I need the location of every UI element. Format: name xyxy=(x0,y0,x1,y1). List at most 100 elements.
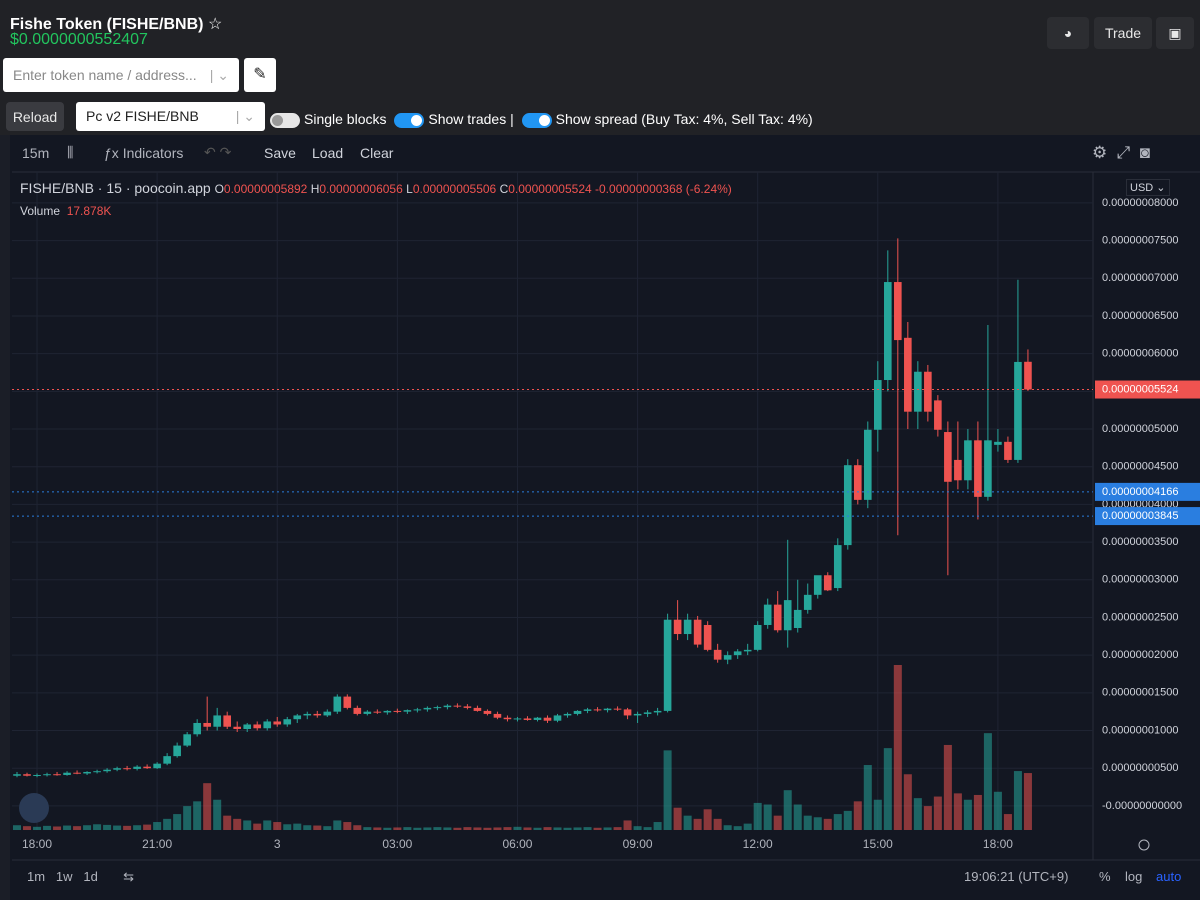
legend-value: 0.00000006056 xyxy=(319,182,403,196)
x-tick-label: 03:00 xyxy=(382,837,412,851)
percent-button[interactable]: % xyxy=(1099,869,1111,884)
candle-body xyxy=(954,459,962,481)
volume-bar xyxy=(853,801,862,830)
toggle[interactable] xyxy=(521,112,552,128)
candle-body xyxy=(313,713,322,716)
footer-ranges: 1m 1w 1d ⇆ xyxy=(27,869,134,885)
trade-button[interactable]: Trade xyxy=(1094,17,1152,49)
auto-button[interactable]: auto xyxy=(1156,869,1182,884)
volume-bar xyxy=(353,825,362,830)
interval: 15 xyxy=(106,180,122,196)
candle-type[interactable]: ⫼ xyxy=(67,144,74,160)
legend-value: 0.00000005506 xyxy=(412,182,497,196)
legend-key: O xyxy=(214,182,224,196)
volume-bar xyxy=(813,817,822,830)
candle-body xyxy=(853,465,862,500)
toggle[interactable] xyxy=(270,112,300,128)
toolbar-icons[interactable]: ⚙ ⤢ ◙ xyxy=(1092,143,1151,162)
undo-redo[interactable]: ↶ ↷ xyxy=(204,144,232,160)
candle-body xyxy=(873,380,882,430)
volume-bar xyxy=(243,820,252,830)
candle-body xyxy=(733,651,742,656)
candle-body xyxy=(293,715,302,720)
range-button[interactable]: 1d xyxy=(83,869,98,884)
load-button[interactable]: Load xyxy=(312,145,344,161)
indicators-button[interactable]: ƒx Indicators xyxy=(104,145,183,161)
volume-bar xyxy=(833,814,842,830)
volume-bar xyxy=(613,827,622,830)
candle-body xyxy=(583,709,592,711)
candle-body xyxy=(944,432,952,482)
currency: USD xyxy=(1130,182,1154,194)
volume-bar xyxy=(603,827,612,830)
candle-body xyxy=(984,440,992,497)
wallet-icon[interactable]: ▣ xyxy=(1156,17,1194,49)
pair: Pc v2 FISHE/BNB xyxy=(86,108,199,124)
candle-body xyxy=(703,624,712,650)
save-button[interactable]: Save xyxy=(264,145,296,161)
candle-body xyxy=(904,337,912,412)
chart-bg xyxy=(0,135,1200,900)
goto-icon[interactable]: ⇆ xyxy=(123,869,135,884)
y-tick-label: 0.00000002000 xyxy=(1102,649,1178,661)
volume-bar xyxy=(303,825,312,830)
volume-bar xyxy=(773,815,782,830)
candle-body xyxy=(693,619,702,645)
currency-select[interactable]: USD ⌄ xyxy=(1126,179,1170,196)
candle-body xyxy=(483,710,492,714)
star[interactable]: ☆ xyxy=(207,16,223,33)
volume-bar xyxy=(163,818,172,830)
volume-bar xyxy=(763,804,772,830)
volume-bar xyxy=(483,827,492,830)
volume-bar xyxy=(33,826,42,830)
legend-value: 0.00000005524 xyxy=(508,182,592,196)
search-input[interactable]: Enter token name / address... | ⌄ xyxy=(3,58,239,92)
candle-body xyxy=(343,696,352,708)
volume-bar xyxy=(583,827,592,830)
x-tick-label: 15:00 xyxy=(863,837,893,851)
volume-bar xyxy=(13,825,22,830)
candle-body xyxy=(613,708,622,710)
toggle[interactable] xyxy=(394,112,425,128)
price-label: 0.00000004166 xyxy=(1102,486,1178,498)
volume-bar xyxy=(463,827,472,830)
candle-body xyxy=(143,766,151,769)
interval-button[interactable]: 15m xyxy=(22,145,50,161)
candle-body xyxy=(573,710,582,714)
y-tick-label: 0.00000001500 xyxy=(1102,687,1178,699)
pair-select[interactable]: Pc v2 FISHE/BNB | ⌄ xyxy=(76,102,265,131)
candle-body xyxy=(153,763,161,769)
volume-bar xyxy=(403,827,412,830)
candle-body xyxy=(93,771,101,773)
candle-body xyxy=(523,718,532,720)
volume-bar xyxy=(343,822,352,830)
volume-bar xyxy=(133,825,142,830)
volume-title: Volume xyxy=(20,204,61,218)
candle-body xyxy=(623,709,632,716)
reload-button[interactable]: Reload xyxy=(6,102,64,131)
toggle-label: Single blocks xyxy=(304,111,387,127)
toggle-label: Show trades | xyxy=(428,111,514,127)
range-button[interactable]: 1m xyxy=(27,869,46,884)
candle-body xyxy=(663,619,672,711)
clock: 19:06:21 (UTC+9) xyxy=(964,869,1069,884)
title: Fishe Token (FISHE/BNB) xyxy=(10,16,204,33)
edit-button[interactable]: ✎ xyxy=(244,58,276,92)
volume-bar xyxy=(493,827,502,830)
range-button[interactable]: 1w xyxy=(55,869,73,884)
x-tick-label: 06:00 xyxy=(502,837,532,851)
volume-bar xyxy=(973,794,982,830)
candle-body xyxy=(1004,441,1012,460)
x-tick-label: 09:00 xyxy=(623,837,653,851)
log-button[interactable]: log xyxy=(1125,869,1143,884)
volume-bar xyxy=(503,827,512,830)
clear-button[interactable]: Clear xyxy=(360,145,394,161)
logo-button[interactable] xyxy=(19,793,49,823)
volume-bar xyxy=(663,750,672,830)
candle-body xyxy=(813,575,822,595)
chart-icon[interactable]: ◕ xyxy=(1047,17,1089,49)
settings-icon[interactable] xyxy=(1138,839,1150,851)
y-tick-label: 0.00000003500 xyxy=(1102,536,1178,548)
